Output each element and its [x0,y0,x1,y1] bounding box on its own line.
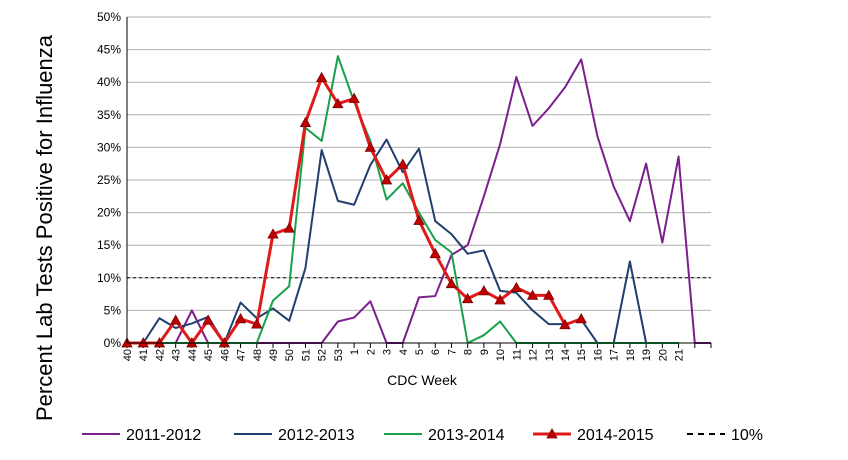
data-point-marker [575,313,587,324]
x-tick-label: 14 [560,349,572,361]
x-tick-label: 12 [528,349,540,361]
data-point-marker [397,158,409,169]
y-tick-label: 30% [97,140,121,154]
legend-label-2012-2013: 2012-2013 [278,427,355,444]
x-tick-label: 50 [284,349,296,361]
y-axis-ticks: 0% 5% 10% 15% 20% 25% 30% 35% 40% 45% 50% [97,10,121,350]
y-tick-label: 15% [97,238,121,252]
data-point-marker [299,116,312,128]
data-point-marker [202,314,214,325]
data-point-marker [251,318,263,329]
x-tick-label: 3 [382,349,394,355]
x-axis-ticks: 40 41 42 43 44 45 46 47 48 49 50 51 52 53 1 2 3 4 5 6 7 8 9 10 1… [122,343,712,361]
x-tick-label: 43 [171,349,183,361]
data-point-marker [348,92,360,103]
x-tick-label: 20 [657,349,669,361]
x-tick-label: 11 [511,349,523,360]
series-line-2011-2012 [127,58,711,344]
x-tick-label: 7 [446,349,458,355]
y-axis-title: Percent Lab Tests Positive for Influenza [32,34,57,421]
x-tick-label: 49 [268,349,280,361]
series-line-2012-2013 [127,138,648,344]
x-tick-label: 4 [398,349,410,355]
y-tick-label: 45% [97,43,121,57]
legend: 2011-2012 2012-2013 2013-2014 2014-2015 10% [82,427,763,444]
x-tick-label: 1 [349,349,361,355]
data-point-marker [510,281,523,292]
x-tick-label: 2 [365,349,377,355]
data-point-marker [413,214,425,225]
x-tick-label: 6 [430,349,442,355]
legend-marker-icon [546,428,558,439]
x-tick-label: 52 [317,349,329,361]
series-line-2014-2015 [127,76,582,345]
x-axis-title: CDC Week [387,372,458,388]
x-tick-label: 53 [333,349,345,361]
data-point-marker [461,292,474,304]
data-point-marker [364,141,377,152]
x-tick-label: 47 [236,349,248,361]
x-tick-label: 8 [463,349,475,355]
axes [126,17,711,344]
legend-label-10-: 10% [731,427,763,444]
y-tick-label: 20% [97,206,121,220]
x-tick-label: 18 [625,349,637,361]
x-tick-label: 45 [203,349,215,361]
x-tick-label: 13 [544,349,556,361]
x-tick-label: 16 [592,349,604,361]
x-tick-label: 51 [300,349,312,361]
x-tick-label: 42 [154,349,166,361]
data-point-marker [543,289,555,300]
data-point-marker [267,228,279,239]
y-tick-label: 0% [104,336,122,350]
x-tick-label: 10 [495,349,507,361]
legend-label-2014-2015: 2014-2015 [577,427,654,444]
data-point-marker [526,289,539,300]
series-lines [121,55,711,348]
gridlines [127,16,711,311]
x-tick-label: 41 [138,349,150,361]
y-tick-label: 50% [97,10,121,24]
series-line-2013-2014 [127,55,679,344]
y-tick-label: 5% [104,303,122,317]
x-tick-label: 5 [414,349,426,355]
data-point-marker [169,314,182,325]
data-point-marker [445,277,458,289]
x-tick-label: 19 [641,349,653,361]
legend-label-2013-2014: 2013-2014 [428,427,505,444]
data-point-marker [380,174,393,185]
y-tick-label: 25% [97,173,121,187]
y-tick-label: 40% [97,75,121,89]
x-tick-label: 17 [609,349,621,361]
x-tick-label: 46 [219,349,231,361]
y-tick-label: 35% [97,108,121,122]
x-tick-label: 40 [122,349,134,361]
data-point-marker [283,222,295,233]
x-tick-label: 21 [674,349,686,361]
x-tick-label: 44 [187,349,199,361]
x-tick-label: 15 [576,349,588,361]
data-point-marker [234,313,247,324]
data-point-marker [429,247,441,259]
data-point-marker [315,71,328,83]
data-point-marker [559,318,571,330]
y-tick-label: 10% [97,271,121,285]
legend-label-2011-2012: 2011-2012 [126,427,201,444]
data-point-marker [332,97,344,109]
x-tick-label: 48 [252,349,264,361]
data-point-marker [478,285,490,296]
data-point-marker [494,294,506,305]
x-tick-label: 9 [479,349,491,355]
